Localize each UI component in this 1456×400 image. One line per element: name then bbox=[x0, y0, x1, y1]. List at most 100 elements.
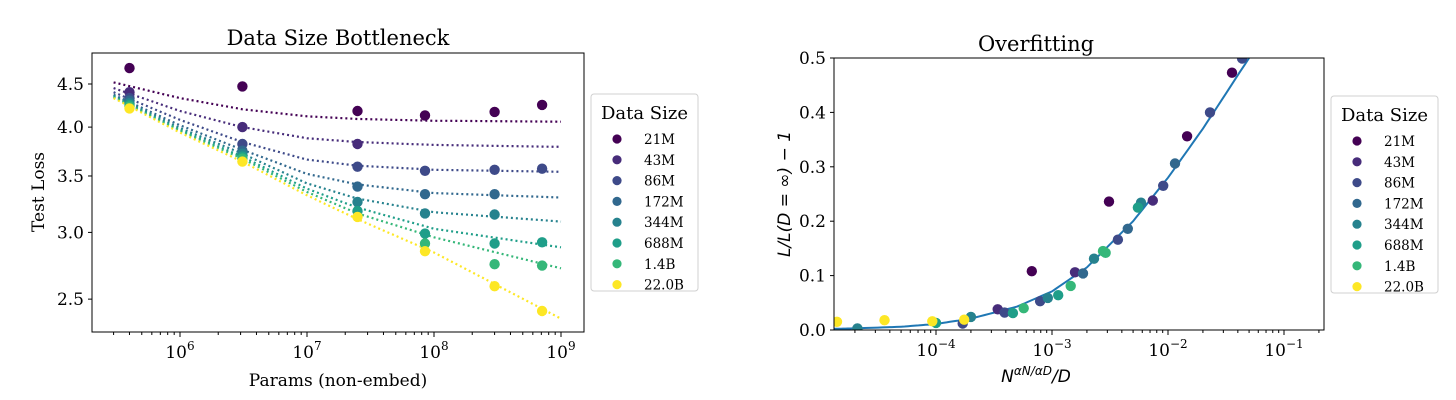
legend-label-21M: 21M bbox=[1384, 134, 1415, 150]
data-points bbox=[124, 62, 548, 317]
x-tick-label: 107 bbox=[292, 339, 321, 363]
legend-label-1.4B: 1.4B bbox=[1384, 259, 1415, 275]
data-point-172M bbox=[352, 181, 363, 192]
chart-title: Data Size Bottleneck bbox=[227, 26, 450, 50]
fit-line-1.4B bbox=[113, 96, 562, 270]
data-point-1.4B bbox=[536, 260, 548, 271]
data-point-1.4B bbox=[419, 238, 431, 249]
data-points bbox=[834, 58, 1248, 330]
legend-marker-172M bbox=[612, 196, 622, 206]
legend: Data Size 21M 43M 86M 172M 344M 688M 1.4B 22.0B bbox=[590, 93, 699, 294]
data-point-43M bbox=[1069, 267, 1081, 278]
x-tick-exponent: 6 bbox=[187, 339, 195, 353]
data-point-344M bbox=[1042, 292, 1054, 304]
plot-area bbox=[834, 58, 1251, 330]
data-point-86M bbox=[352, 161, 363, 172]
chart-title: Overfitting bbox=[978, 32, 1094, 56]
legend-label-43M: 43M bbox=[644, 153, 675, 169]
data-point-688M bbox=[489, 238, 500, 249]
fit-curve-line bbox=[834, 58, 1251, 330]
right-chart: Overfitting 10−4 10−3 10−2 10−1 0.00.10.20.… bbox=[775, 32, 1439, 387]
data-point-172M bbox=[489, 189, 500, 200]
x-tick-label: 10−2 bbox=[1148, 337, 1187, 361]
y-axis-label: Test Loss bbox=[29, 152, 49, 232]
data-point-86M bbox=[1204, 107, 1216, 118]
legend-marker-688M bbox=[1352, 240, 1362, 250]
data-point-86M bbox=[1158, 180, 1169, 191]
data-point-22.0B bbox=[352, 211, 363, 223]
x-tick-label: 10−4 bbox=[916, 337, 956, 361]
legend-marker-22.0B bbox=[612, 280, 622, 290]
data-point-172M bbox=[1077, 268, 1089, 279]
legend-label-1.4B: 1.4B bbox=[644, 257, 675, 273]
data-point-22.0B bbox=[834, 316, 843, 327]
x-label-tail: /D bbox=[1050, 367, 1071, 387]
x-tick-exponent: 8 bbox=[441, 339, 449, 353]
data-point-86M bbox=[536, 163, 548, 174]
data-point-86M bbox=[489, 164, 500, 175]
x-tick-exponent: 7 bbox=[314, 339, 322, 353]
y-axis-ticks: 2.5 3.0 3.5 4.0 4.5 bbox=[57, 75, 92, 310]
legend-marker-344M bbox=[612, 217, 622, 227]
data-point-688M bbox=[419, 228, 431, 239]
x-tick-label: 10−3 bbox=[1032, 337, 1071, 361]
fit-line-22.0B bbox=[113, 97, 562, 320]
legend-label-22.0B: 22.0B bbox=[1384, 280, 1424, 296]
x-tick-label: 108 bbox=[419, 339, 448, 363]
y-axis-ticks: 0.0 0.1 0.2 0.3 0.4 0.5 bbox=[799, 49, 834, 341]
data-point-43M bbox=[237, 121, 248, 133]
data-point-22.0B bbox=[959, 314, 970, 325]
legend-marker-1.4B bbox=[1352, 261, 1362, 271]
x-tick-base: 10 bbox=[1264, 341, 1286, 361]
data-point-22.0B bbox=[536, 305, 548, 317]
y-tick-label: 0.5 bbox=[799, 49, 826, 69]
data-point-21M bbox=[489, 106, 500, 118]
y-axis-label: L/L(D = ∞) − 1 bbox=[775, 131, 795, 257]
fit-line-21M bbox=[113, 81, 562, 123]
legend-label-688M: 688M bbox=[644, 236, 684, 252]
fit-line-86M bbox=[113, 91, 562, 173]
data-point-22.0B bbox=[489, 281, 500, 292]
legend-marker-21M bbox=[1352, 136, 1362, 146]
x-axis-label: NαN/αD/D bbox=[1001, 364, 1071, 387]
x-tick-label: 109 bbox=[546, 339, 575, 363]
legend-label-688M: 688M bbox=[1384, 238, 1424, 254]
fit-line-43M bbox=[113, 87, 562, 148]
data-point-172M bbox=[1169, 158, 1181, 169]
data-point-1.4B bbox=[1018, 303, 1029, 314]
legend-label-344M: 344M bbox=[1384, 217, 1424, 233]
x-axis-label: Params (non-embed) bbox=[249, 371, 427, 391]
x-label-exponent: αN/αD bbox=[1014, 364, 1052, 378]
legend-label-43M: 43M bbox=[1384, 155, 1415, 171]
legend-label-21M: 21M bbox=[644, 132, 675, 148]
legend-label-86M: 86M bbox=[644, 174, 675, 190]
legend-title: Data Size bbox=[601, 103, 688, 124]
data-point-86M bbox=[1112, 234, 1124, 245]
data-point-172M bbox=[419, 189, 431, 200]
legend-marker-344M bbox=[1352, 219, 1362, 229]
data-point-344M bbox=[352, 196, 363, 208]
data-point-21M bbox=[1026, 266, 1038, 277]
x-tick-base: 10 bbox=[916, 341, 938, 361]
data-point-688M bbox=[1007, 307, 1019, 319]
x-tick-base: 10 bbox=[419, 343, 441, 363]
data-point-22.0B bbox=[879, 315, 890, 326]
legend-marker-43M bbox=[1352, 157, 1362, 167]
data-point-172M bbox=[1122, 223, 1134, 234]
data-point-22.0B bbox=[927, 316, 938, 327]
left-chart: Data Size Bottleneck 106 107 108 109 2.53.0… bbox=[29, 26, 699, 391]
plot-frame bbox=[91, 52, 585, 333]
data-point-43M bbox=[1147, 195, 1159, 206]
data-point-21M bbox=[536, 99, 548, 111]
legend: Data Size 21M 43M 86M 172M 344M 688M 1.4B 22.0B bbox=[1330, 95, 1439, 296]
legend-label-86M: 86M bbox=[1384, 176, 1415, 192]
data-point-21M bbox=[1103, 196, 1115, 207]
x-tick-exponent: −2 bbox=[1170, 337, 1188, 351]
legend-marker-43M bbox=[612, 155, 622, 165]
data-point-344M bbox=[489, 209, 500, 220]
x-tick-exponent: 9 bbox=[568, 339, 576, 353]
data-point-1.4B bbox=[1065, 280, 1076, 292]
x-tick-base: 10 bbox=[1148, 341, 1170, 361]
data-point-688M bbox=[1132, 202, 1144, 213]
